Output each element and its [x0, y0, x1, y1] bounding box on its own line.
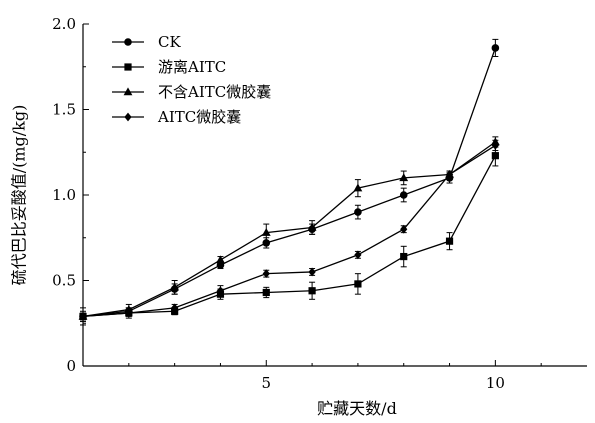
series-line — [82, 144, 496, 318]
series-1 — [79, 38, 500, 323]
legend-label: CK — [158, 33, 181, 51]
data-point — [171, 303, 179, 313]
data-point — [353, 183, 363, 192]
data-point — [308, 267, 316, 277]
tick-group: 0 0.5 1.0 1.5 2.0 5 10 — [52, 15, 542, 392]
data-point — [308, 287, 316, 295]
data-point — [354, 280, 362, 288]
data-point — [354, 250, 362, 260]
data-point — [354, 208, 362, 216]
series-2 — [79, 144, 499, 326]
y-tick-label: 1.0 — [52, 186, 76, 204]
series-line — [82, 47, 496, 318]
data-point — [400, 224, 408, 234]
data-point — [307, 222, 317, 231]
y-tick-label: 0.5 — [52, 272, 76, 290]
data-point — [216, 255, 225, 264]
legend-marker — [124, 63, 132, 71]
legend-label: AITC微胶囊 — [157, 108, 241, 126]
legend-item: CK — [112, 33, 181, 51]
legend-item: 不含AITC微胶囊 — [112, 83, 271, 101]
legend-marker — [124, 112, 132, 122]
y-tick-label: 0 — [66, 357, 76, 375]
data-point — [262, 269, 270, 279]
data-point — [491, 152, 499, 160]
series-line — [82, 141, 496, 318]
data-point — [125, 308, 133, 318]
legend-item: 游离AITC — [112, 58, 226, 76]
x-tick-label: 5 — [261, 374, 271, 392]
x-axis-title: 贮藏天数/d — [317, 399, 397, 418]
legend-marker — [123, 87, 133, 96]
data-point — [399, 191, 408, 199]
data-point — [79, 312, 87, 321]
x-tick-label: 10 — [486, 374, 505, 392]
data-point — [216, 286, 225, 296]
y-tick-label: 1.5 — [52, 101, 76, 119]
series-4 — [79, 139, 499, 321]
y-axis-title: 硫代巴比妥酸值/(mg/kg) — [10, 105, 29, 286]
data-point — [491, 141, 499, 150]
data-point — [445, 237, 454, 245]
series-group — [78, 38, 500, 326]
y-tick-label: 2.0 — [52, 15, 76, 33]
data-point — [170, 282, 180, 291]
legend-label: 不含AITC微胶囊 — [158, 83, 271, 101]
data-point — [400, 252, 408, 261]
legend: CK 游离AITC 不含AITC微胶囊 AITC微胶囊 — [112, 33, 271, 126]
legend-item: AITC微胶囊 — [112, 108, 241, 126]
series-line — [82, 155, 496, 318]
legend-marker — [124, 38, 132, 46]
series-3 — [78, 136, 500, 321]
data-point — [445, 170, 454, 179]
legend-label: 游离AITC — [158, 58, 226, 76]
data-point — [399, 173, 409, 182]
data-point — [262, 288, 270, 297]
data-point — [261, 228, 271, 236]
data-point — [491, 44, 500, 52]
